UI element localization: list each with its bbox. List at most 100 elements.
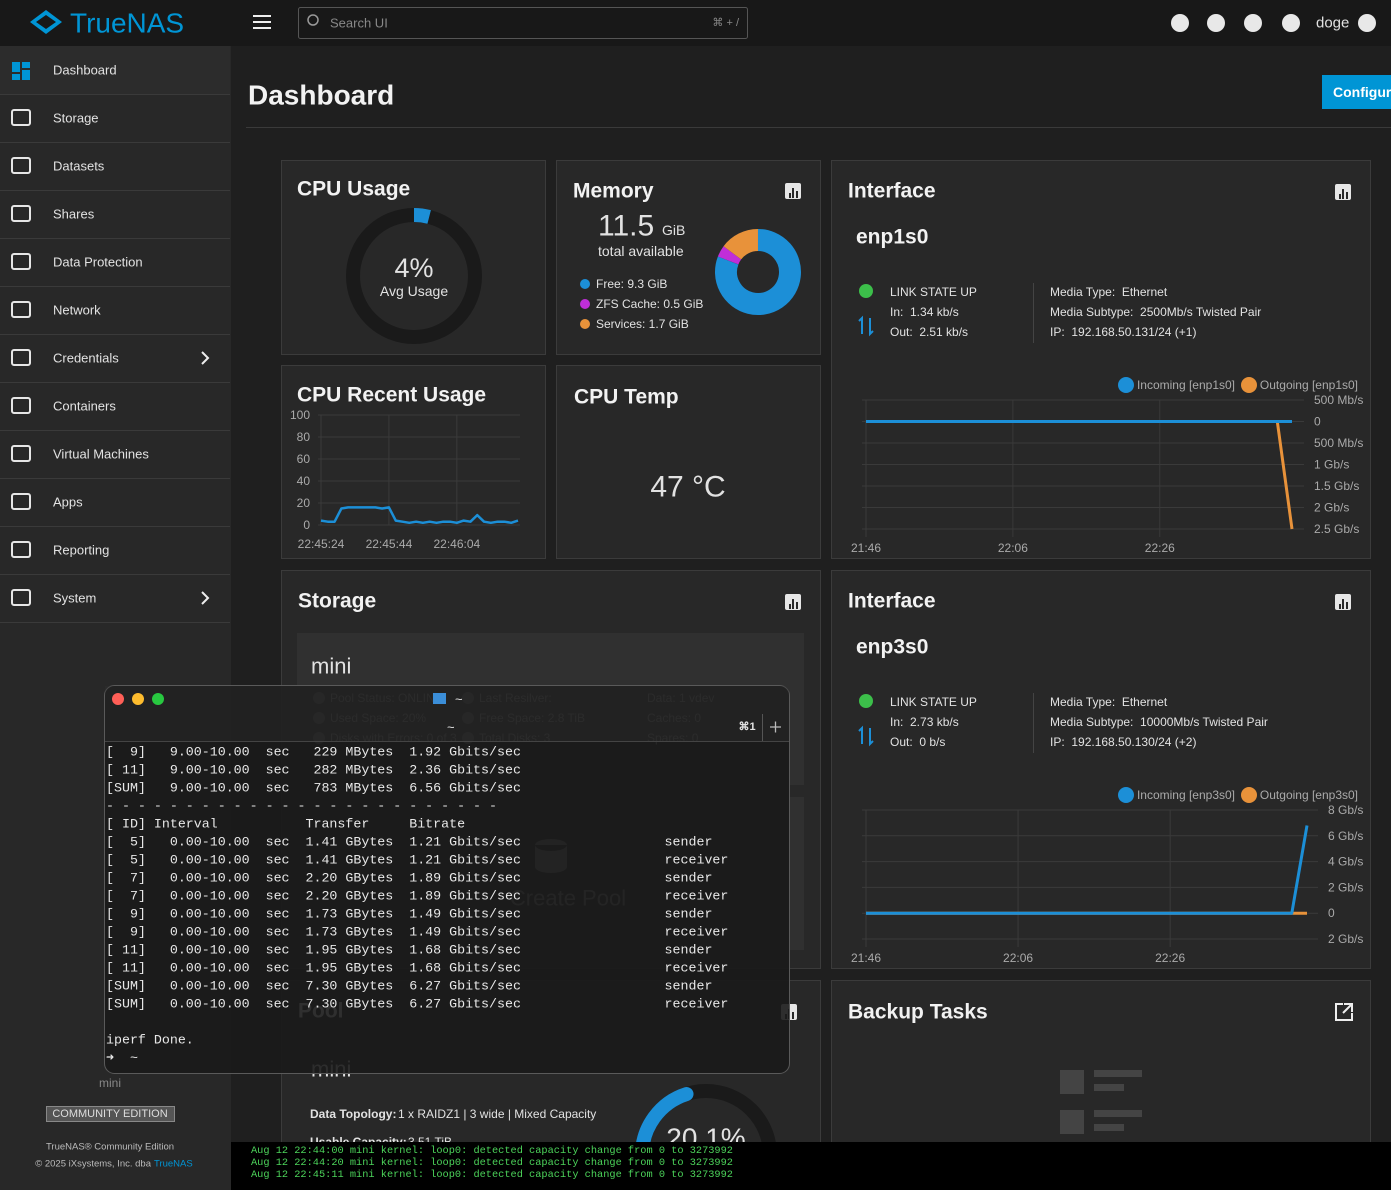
legend-label: Outgoing [enp1s0] (1260, 378, 1358, 392)
temperature: 47 °C (650, 471, 725, 504)
widget-title: CPU Temp (574, 386, 679, 409)
legend-dot (580, 299, 590, 309)
nav-icon (11, 493, 31, 510)
window-control[interactable] (132, 693, 144, 705)
gauge-caption: Avg Usage (380, 283, 448, 299)
nav-icon (22, 62, 30, 68)
y-tick-label: 0 (1328, 906, 1335, 920)
widget-card (281, 160, 546, 355)
y-tick-label: 2 Gb/s (1328, 932, 1363, 946)
nav-item[interactable]: Shares (53, 207, 95, 222)
terminal-line: [ ID] Interval Transfer Bitrate (106, 817, 465, 832)
new-tab-icon[interactable] (770, 721, 781, 733)
y-tick-label: 2 Gb/s (1314, 501, 1349, 515)
legend-dot (1241, 377, 1257, 393)
terminal-tab[interactable]: ⌘1 (738, 721, 755, 733)
nav-icon (11, 109, 31, 126)
search-box[interactable] (298, 7, 748, 39)
nav-icon (12, 62, 20, 72)
nav-item[interactable]: Datasets (53, 159, 105, 174)
legend-label: Incoming [enp1s0] (1137, 378, 1235, 392)
y-tick-label: 500 Mb/s (1314, 436, 1363, 450)
search-placeholder: Search UI (330, 16, 388, 31)
footer-link[interactable]: TrueNAS (154, 1159, 193, 1170)
terminal-title: ~ (455, 692, 463, 707)
terminal-line: [SUM] 0.00-10.00 sec 7.30 GBytes 6.27 Gb… (106, 979, 712, 994)
widget-card (831, 570, 1371, 969)
gauge-value: 4% (394, 253, 433, 283)
interface-name: enp3s0 (856, 636, 928, 659)
interface-stat: IP: 192.168.50.130/24 (+2) (1050, 735, 1196, 749)
status-icon (859, 284, 873, 298)
terminal-line: [ 7] 0.00-10.00 sec 2.20 GBytes 1.89 Gbi… (106, 889, 728, 904)
chart-icon-bar (796, 602, 798, 609)
interface-name: enp1s0 (856, 226, 928, 249)
terminal-window (104, 685, 790, 1074)
nav-item[interactable]: Reporting (53, 543, 109, 558)
page-title: Dashboard (248, 80, 394, 111)
y-tick-label: 4 Gb/s (1328, 855, 1363, 869)
widget-card (556, 365, 821, 559)
terminal-line: [ 11] 0.00-10.00 sec 1.95 GBytes 1.68 Gb… (106, 943, 712, 958)
y-tick-label: 500 Mb/s (1314, 393, 1363, 407)
interface-stat: Media Subtype: 2500Mb/s Twisted Pair (1050, 305, 1261, 319)
nav-item[interactable]: Dashboard (53, 63, 117, 78)
nav-item[interactable]: System (53, 591, 96, 606)
header-icon[interactable] (1244, 14, 1262, 32)
nav-item[interactable]: Storage (53, 111, 99, 126)
interface-stat: In: 2.73 kb/s (890, 715, 959, 729)
header-icon[interactable] (1282, 14, 1300, 32)
widget-title: Memory (573, 180, 654, 203)
x-tick-label: 22:26 (1155, 951, 1185, 965)
widget-title: Backup Tasks (848, 1001, 988, 1024)
nav-item[interactable]: Apps (53, 495, 83, 510)
nav-icon (11, 349, 31, 366)
nav-item[interactable]: Credentials (53, 351, 119, 366)
header-icon[interactable] (1171, 14, 1189, 32)
chart-icon-bar (792, 599, 794, 609)
terminal-prompt: ➜ ~ (106, 1051, 138, 1066)
window-control[interactable] (112, 693, 124, 705)
widget-title: Interface (848, 180, 936, 203)
nav-icon (11, 541, 31, 558)
empty-placeholder (1094, 1124, 1124, 1131)
y-tick-label: 0 (1314, 415, 1321, 429)
legend-label: ZFS Cache: 0.5 GiB (596, 297, 703, 311)
logo-icon (30, 10, 62, 34)
chart-icon-bar (1339, 604, 1341, 609)
y-tick-label: 40 (297, 474, 311, 488)
terminal-line: [ 9] 0.00-10.00 sec 1.73 GBytes 1.49 Gbi… (106, 907, 712, 922)
nav-item[interactable]: Containers (53, 399, 116, 414)
header-icon[interactable] (1358, 14, 1376, 32)
username: doge (1316, 15, 1349, 32)
widget-title: Storage (298, 590, 376, 613)
gauge-arc (413, 208, 431, 224)
configure-label[interactable]: Configure (1333, 84, 1391, 100)
y-tick-label: 2.5 Gb/s (1314, 522, 1359, 536)
header-icon[interactable] (1207, 14, 1225, 32)
configure-button[interactable] (1322, 75, 1391, 109)
legend-dot (1118, 377, 1134, 393)
nav-item[interactable]: Virtual Machines (53, 447, 149, 462)
y-tick-label: 8 Gb/s (1328, 803, 1363, 817)
nav-item[interactable]: Data Protection (53, 255, 143, 270)
nav-icon (11, 157, 31, 174)
nav-selected (0, 46, 230, 94)
y-tick-label: 80 (297, 430, 311, 444)
window-control[interactable] (152, 693, 164, 705)
terminal-line: [ 5] 0.00-10.00 sec 1.41 GBytes 1.21 Gbi… (106, 835, 712, 850)
terminal-line: - - - - - - - - - - - - - - - - - - - - … (106, 799, 497, 814)
widget-title: CPU Usage (297, 178, 410, 201)
nav-icon (11, 205, 31, 222)
interface-stat: Out: 2.51 kb/s (890, 325, 968, 339)
nav-icon (11, 589, 31, 606)
footer-copyright: © 2025 iXsystems, Inc. dba (35, 1159, 151, 1170)
chart-icon-bar (1342, 189, 1344, 199)
chevron (201, 591, 210, 605)
terminal-line: [SUM] 9.00-10.00 sec 783 MBytes 6.56 Gbi… (106, 781, 521, 796)
y-tick-label: 60 (297, 452, 311, 466)
series-line (320, 506, 519, 525)
nav-item[interactable]: Network (53, 303, 101, 318)
x-tick-label: 22:26 (1145, 541, 1175, 555)
